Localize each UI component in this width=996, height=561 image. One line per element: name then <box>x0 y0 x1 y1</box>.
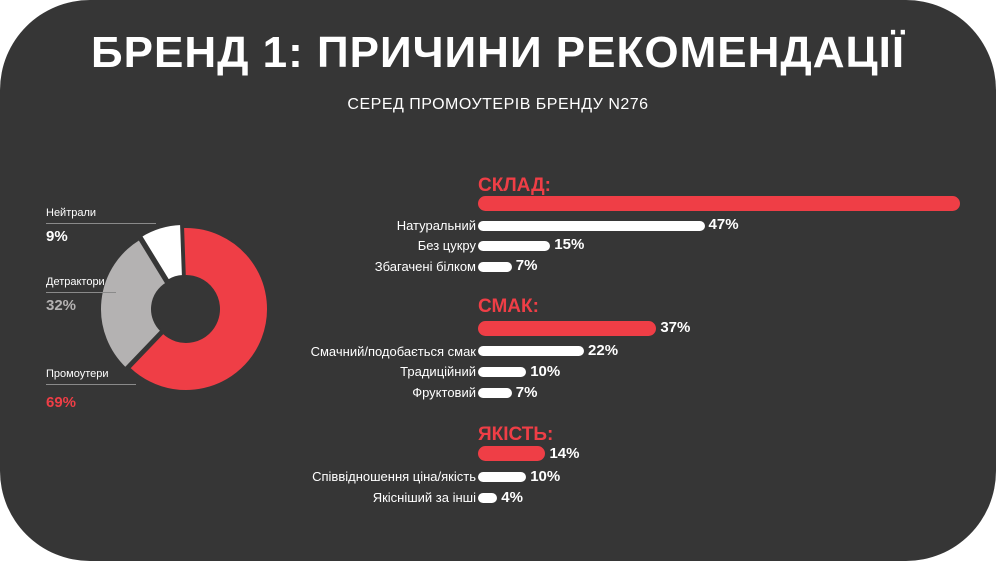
legend-line-neutrals <box>46 223 156 224</box>
donut-segment-promoters <box>128 226 269 392</box>
bar-natural <box>478 221 705 231</box>
bar-label-no-sugar: Без цукру <box>417 238 476 253</box>
bar-label-natural: Натуральний <box>396 218 476 233</box>
bar-quality-total <box>478 446 546 461</box>
bar-protein <box>478 262 512 272</box>
bar-no-sugar <box>478 241 551 251</box>
bar-value-natural: 47% <box>708 216 739 233</box>
legend-value-detractors: 32% <box>46 297 77 314</box>
category-title-taste: СМАК: <box>478 296 539 317</box>
bar-value-taste-total: 37% <box>660 319 691 336</box>
bar-traditional <box>478 367 527 377</box>
bar-label-price-quality: Співвідношення ціна/якість <box>312 469 476 484</box>
bar-label-better-quality: Якісніший за інші <box>372 490 476 505</box>
legend-value-neutrals: 9% <box>46 228 68 245</box>
category-title-quality: ЯКІСТЬ: <box>478 424 554 445</box>
bar-composition-total <box>478 196 960 211</box>
donut-segment-neutrals <box>140 223 184 282</box>
bar-label-tasty: Смачний/подобається смак <box>310 344 476 359</box>
bar-value-traditional: 10% <box>530 363 561 380</box>
legend-label-neutrals: Нейтрали <box>46 207 97 219</box>
bar-label-traditional: Традиційний <box>400 364 476 379</box>
bar-taste-total <box>478 321 657 336</box>
category-title-composition: СКЛАД: <box>478 175 551 196</box>
bar-value-tasty: 22% <box>588 342 619 359</box>
bar-tasty <box>478 346 585 356</box>
bar-value-better-quality: 4% <box>501 489 523 506</box>
bar-fruity <box>478 388 512 398</box>
legend-line-promoters <box>46 384 136 385</box>
bar-label-fruity: Фруктовий <box>412 385 476 400</box>
legend-line-detractors <box>46 292 116 293</box>
page-subtitle: СЕРЕД ПРОМОУТЕРІВ БРЕНДУ N276 <box>347 96 649 113</box>
legend-value-promoters: 69% <box>46 394 77 411</box>
bar-better-quality <box>478 493 498 503</box>
bar-value-no-sugar: 15% <box>554 236 585 253</box>
legend-label-detractors: Детрактори <box>46 276 105 288</box>
bar-value-price-quality: 10% <box>530 468 561 485</box>
bar-label-protein: Збагачені білком <box>374 259 476 274</box>
legend-label-promoters: Промоутери <box>46 368 109 380</box>
page-title: БРЕНД 1: ПРИЧИНИ РЕКОМЕНДАЦІЇ <box>91 28 905 77</box>
donut-segment-detractors <box>99 238 168 370</box>
bar-value-protein: 7% <box>515 257 538 274</box>
bar-value-quality-total: 14% <box>549 445 580 462</box>
bar-price-quality <box>478 472 527 482</box>
bar-value-fruity: 7% <box>515 384 538 401</box>
